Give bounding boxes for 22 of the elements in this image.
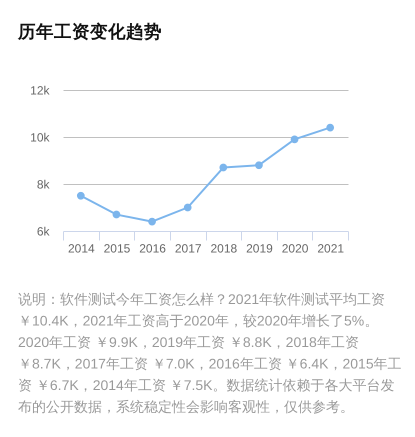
y-tick-label: 8k — [36, 178, 50, 192]
point — [219, 164, 228, 172]
x-tick-label: 2018 — [210, 242, 238, 256]
point — [290, 135, 298, 144]
x-tick-label: 2020 — [282, 242, 309, 256]
point — [184, 204, 192, 212]
x-tick-label: 2017 — [174, 242, 202, 256]
y-tick-label: 12k — [30, 84, 50, 98]
point — [112, 210, 120, 218]
x-tick-label: 2021 — [317, 242, 344, 256]
point — [76, 192, 85, 200]
x-tick-label: 2015 — [104, 242, 131, 256]
x-tick-label: 2019 — [246, 242, 274, 256]
x-tick-label: 2014 — [68, 242, 95, 256]
y-tick-label: 6k — [36, 224, 50, 238]
chart-title: 历年工资变化趋势 — [17, 22, 162, 42]
point — [255, 161, 263, 170]
text: 说明：软件测试今年工资怎么样？2021年软件测试平均工资￥10.4K，2021年工资高于2020年，较2020年增长了5%。2020年工资 ￥9.9K，2019年工资 ￥8.8K，2018年工资￥8.7K，2017年工资 ￥7.0K，2016年工资 ￥6.4K，2015年工资 ￥6.7K，2014年工资 ￥7.5K。数据统计依赖于各大平台发布的公开数据，系统稳定性会影响客观性，仅供参考。 — [18, 291, 402, 414]
point — [148, 218, 156, 226]
x-tick-label: 2016 — [139, 242, 166, 256]
point — [326, 124, 334, 132]
y-tick-label: 10k — [30, 130, 50, 144]
